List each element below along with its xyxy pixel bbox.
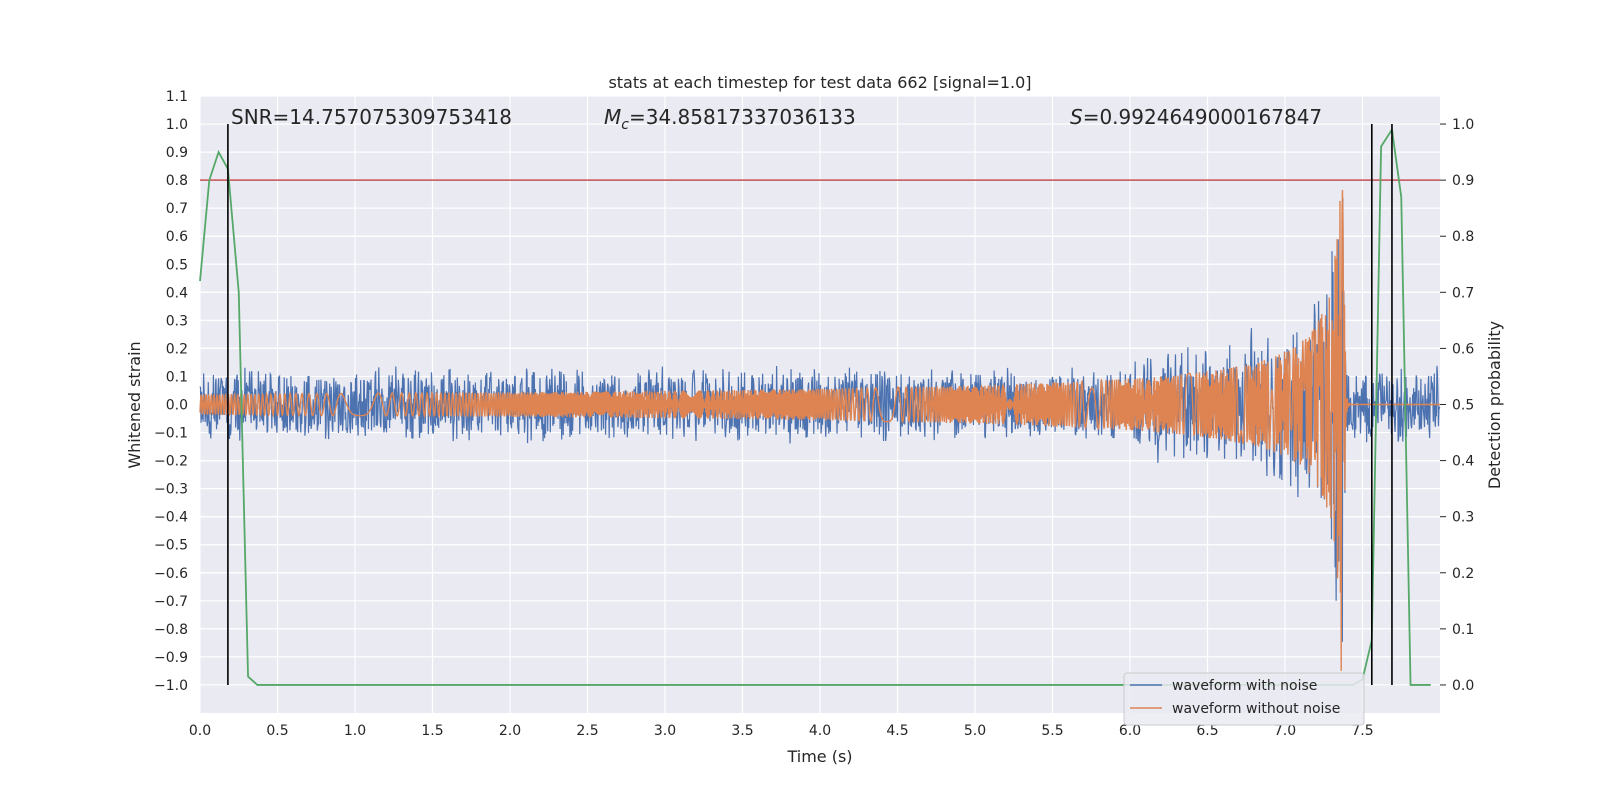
- x-tick-label: 4.5: [886, 723, 908, 739]
- y-left-tick-label: −0.3: [154, 482, 188, 498]
- y-left-tick-label: 1.0: [166, 117, 188, 133]
- x-axis-ticks: 0.0 0.5 1.0 1.5 2.0 2.5 3.0 3.5 4.0 4.5 5.0 5.5 6.0 6…: [189, 723, 1374, 739]
- y-left-tick-label: 0.0: [166, 398, 188, 414]
- x-tick-label: 0.0: [189, 723, 211, 739]
- chirp-mass-subscript: c: [621, 117, 629, 133]
- y-left-tick-label: 0.8: [166, 173, 188, 189]
- y-left-tick-label: −0.8: [154, 622, 188, 638]
- x-tick-label: 2.0: [499, 723, 521, 739]
- y-right-tick-label: 0.3: [1452, 510, 1474, 526]
- chirp-mass-value: =34.85817337036133: [629, 105, 856, 129]
- y-left-tick-label: −0.1: [154, 426, 188, 442]
- x-tick-label: 7.5: [1351, 723, 1373, 739]
- legend-label-clean: waveform without noise: [1172, 701, 1340, 717]
- y-left-tick-label: −0.4: [154, 510, 188, 526]
- y-right-tick-label: 0.8: [1452, 229, 1474, 245]
- y-left-tick-label: 1.1: [166, 89, 188, 105]
- s-value: =0.9924649000167847: [1083, 105, 1322, 129]
- legend-label-noisy: waveform with noise: [1172, 678, 1317, 694]
- x-tick-label: 7.0: [1274, 723, 1296, 739]
- y-right-axis-label: Detection probability: [1485, 321, 1504, 489]
- x-tick-label: 5.5: [1041, 723, 1063, 739]
- y-left-tick-label: 0.3: [166, 313, 188, 329]
- legend: waveform with noise waveform without noi…: [1123, 672, 1365, 726]
- y-left-tick-label: 0.9: [166, 145, 188, 161]
- y-left-tick-label: −1.0: [154, 678, 188, 694]
- series-waveform-without-noise: [199, 189, 1440, 671]
- x-tick-label: 5.0: [964, 723, 986, 739]
- y-right-tick-label: 1.0: [1452, 117, 1474, 133]
- y-left-tick-label: −0.6: [154, 566, 188, 582]
- y-right-axis-ticks: 1.0 0.9 0.8 0.7 0.6 0.5 0.4 0.3 0.2 0.1 0.0: [1440, 117, 1474, 694]
- y-right-tick-label: 0.6: [1452, 341, 1474, 357]
- x-tick-label: 3.0: [654, 723, 676, 739]
- y-left-tick-label: 0.5: [166, 257, 188, 273]
- y-left-tick-label: −0.9: [154, 650, 188, 666]
- legend-box: [1123, 672, 1365, 726]
- chart-title: stats at each timestep for test data 662…: [608, 73, 1031, 92]
- chirp-mass-symbol: M: [604, 105, 621, 129]
- x-tick-label: 2.5: [576, 723, 598, 739]
- series-layer: [199, 124, 1441, 686]
- y-right-tick-label: 0.1: [1452, 622, 1474, 638]
- x-tick-label: 3.5: [731, 723, 753, 739]
- y-left-tick-label: 0.1: [166, 369, 188, 385]
- y-right-tick-label: 0.7: [1452, 285, 1474, 301]
- s-symbol: S: [1070, 105, 1083, 129]
- y-left-tick-label: −0.5: [154, 538, 188, 554]
- x-tick-label: 6.5: [1196, 723, 1218, 739]
- x-tick-label: 4.0: [809, 723, 831, 739]
- x-tick-label: 6.0: [1119, 723, 1141, 739]
- x-tick-label: 0.5: [266, 723, 288, 739]
- s-annotation: S=0.9924649000167847: [1070, 105, 1322, 129]
- y-left-axis-label: Whitened strain: [125, 341, 144, 468]
- x-tick-label: 1.5: [421, 723, 443, 739]
- x-axis-label: Time (s): [786, 747, 852, 766]
- y-left-tick-label: 0.2: [166, 341, 188, 357]
- y-right-tick-label: 0.9: [1452, 173, 1474, 189]
- y-right-tick-label: 0.5: [1452, 398, 1474, 414]
- y-right-tick-label: 0.4: [1452, 454, 1474, 470]
- series-detection-probability: [199, 127, 1431, 686]
- y-right-tick-label: 0.2: [1452, 566, 1474, 582]
- x-tick-label: 1.0: [344, 723, 366, 739]
- y-left-tick-label: −0.2: [154, 454, 188, 470]
- y-right-tick-label: 0.0: [1452, 678, 1474, 694]
- y-left-tick-label: 0.6: [166, 229, 188, 245]
- snr-annotation: SNR=14.757075309753418: [231, 105, 512, 129]
- y-left-tick-label: 0.4: [166, 285, 188, 301]
- chirp-mass-annotation: Mc=34.85817337036133: [604, 105, 856, 133]
- y-left-tick-label: 0.7: [166, 201, 188, 217]
- y-left-axis-ticks: 1.1 1.0 0.9 0.8 0.7 0.6 0.5 0.4 0.3 0.2 0.1 0.0 −0.1…: [154, 89, 188, 694]
- y-left-tick-label: −0.7: [154, 594, 188, 610]
